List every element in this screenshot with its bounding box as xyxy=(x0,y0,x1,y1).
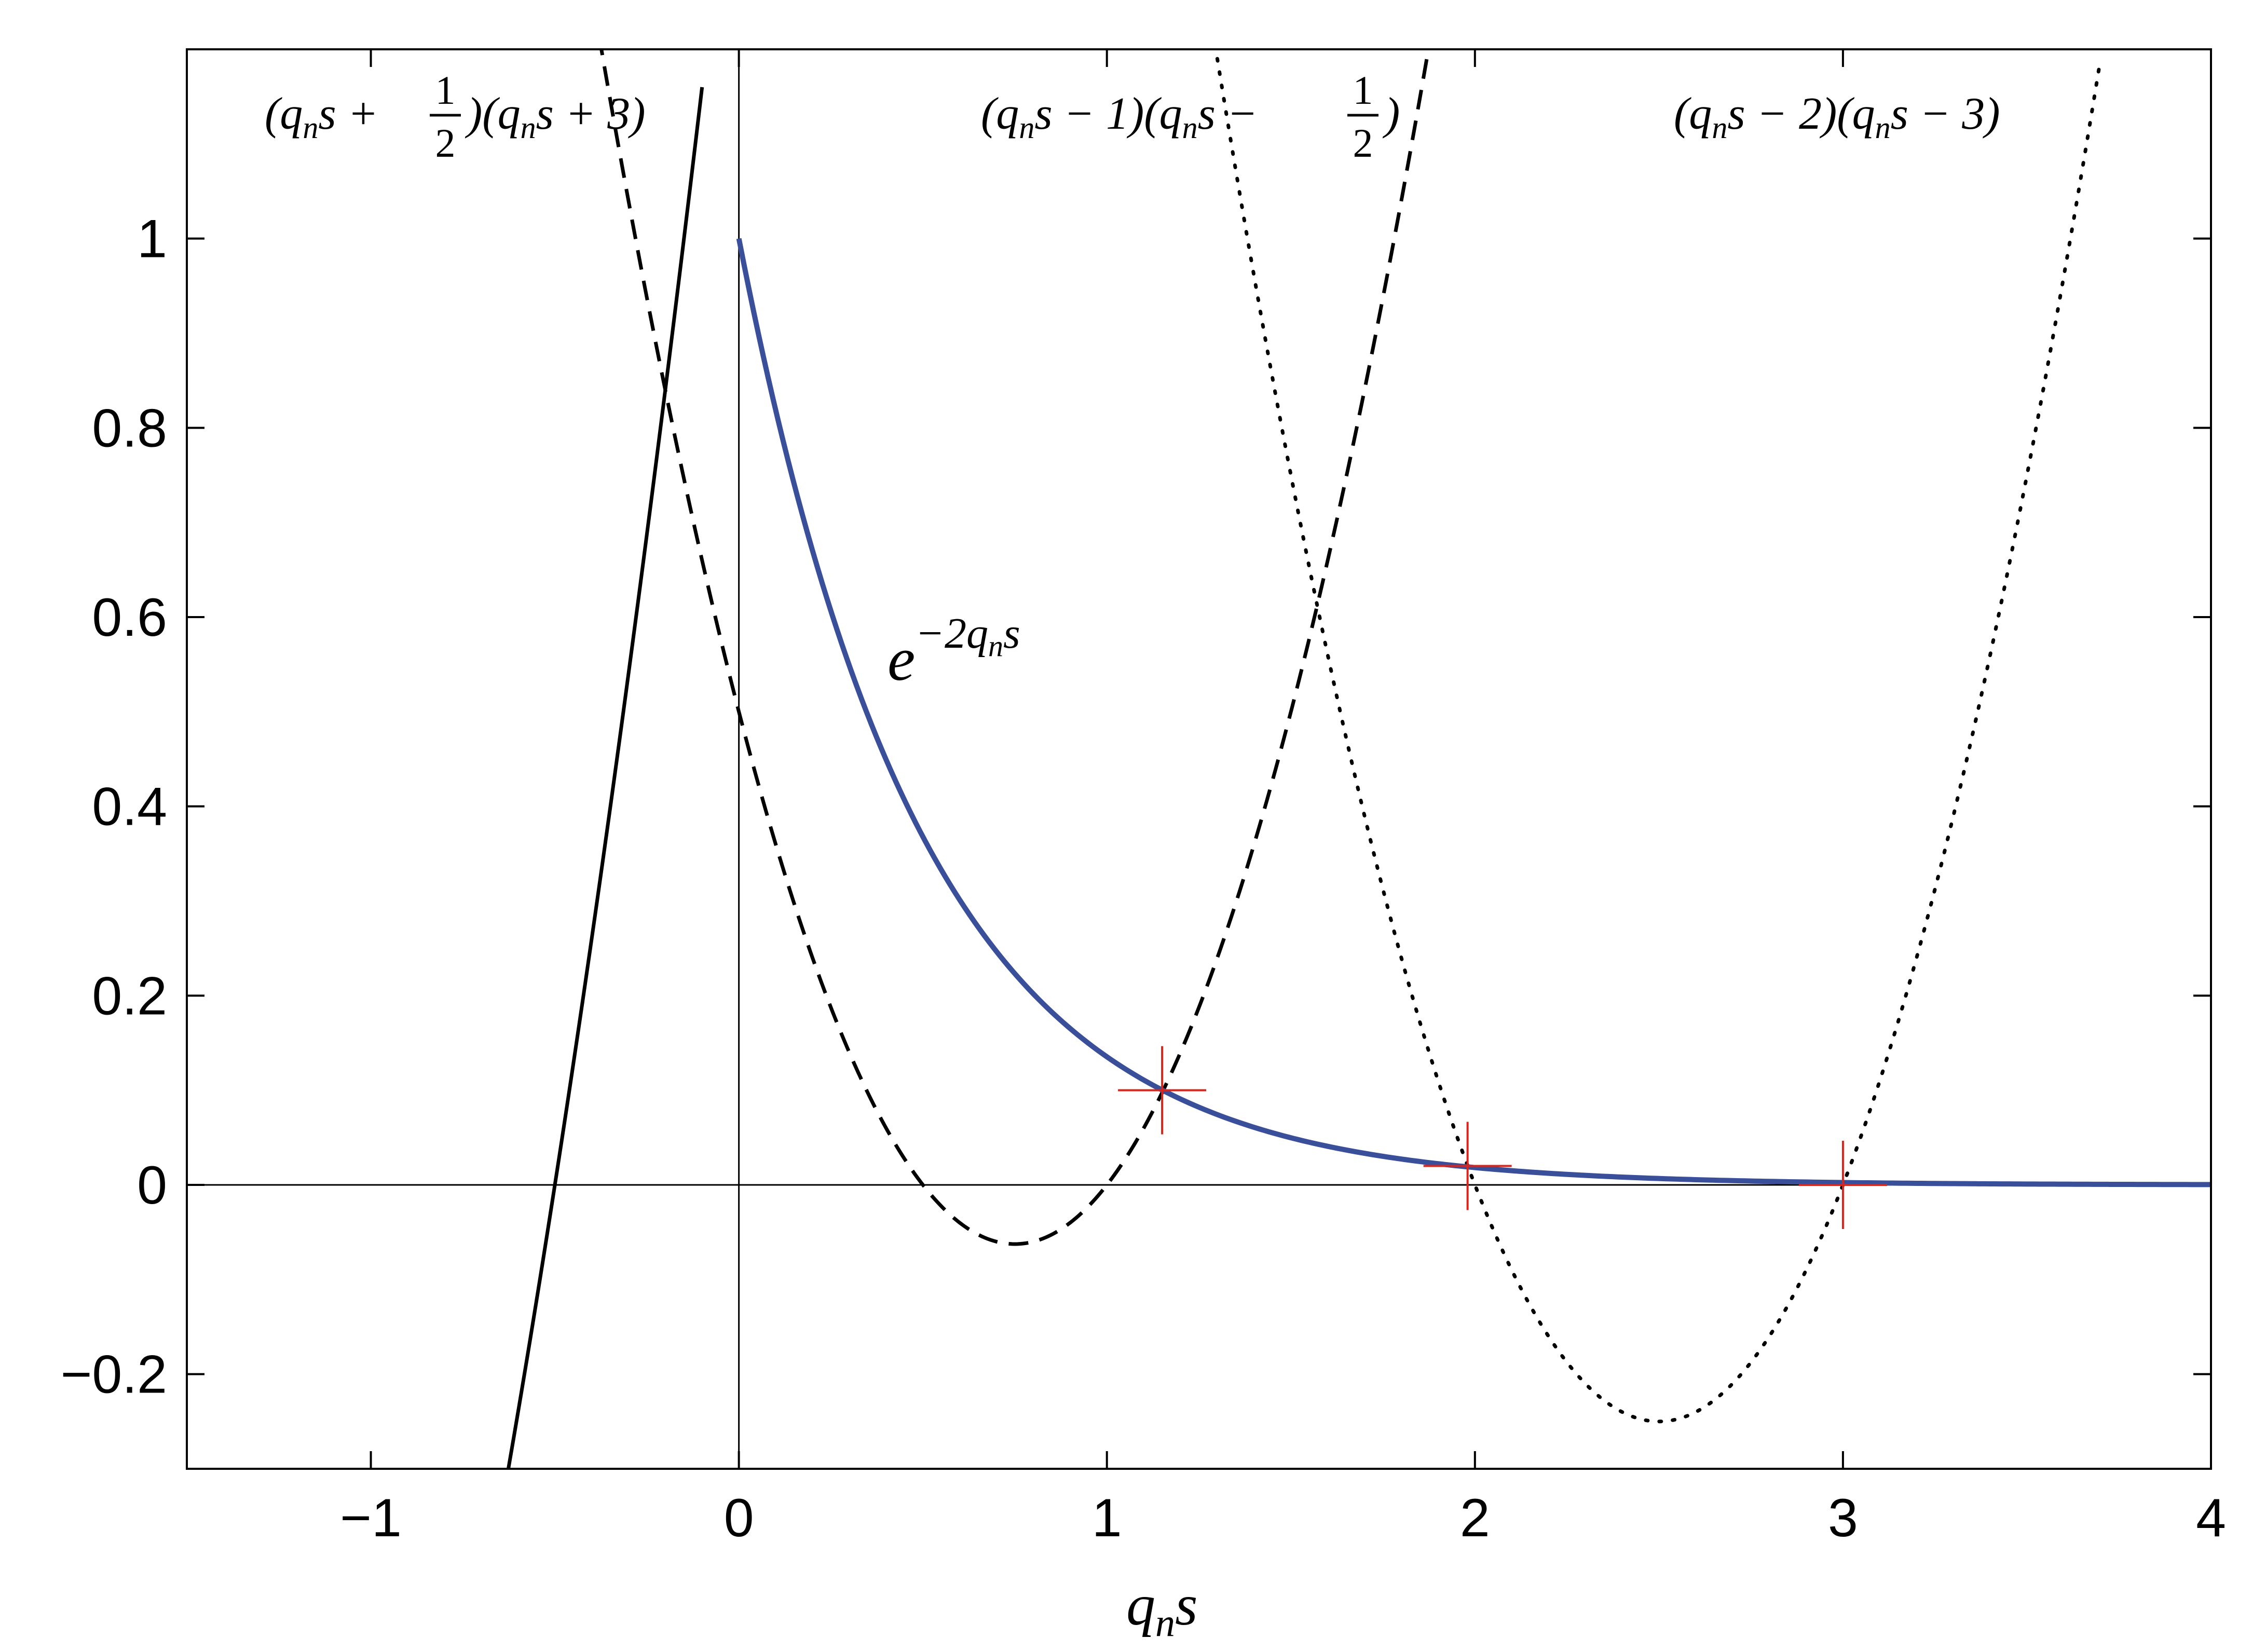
series-line-1 xyxy=(506,87,704,1469)
series-line-4 xyxy=(736,238,2211,1187)
y-tick-label: 0 xyxy=(137,1155,167,1216)
tick-labels: −1 0 1 2 3 4 −0.2 0 0.2 0.4 0.6 0.8 1 xyxy=(61,209,2226,1548)
plot-frame xyxy=(186,48,2212,1470)
x-tick-label: 4 xyxy=(2196,1488,2226,1548)
marker-layer xyxy=(1118,1046,1887,1229)
x-tick-label: −1 xyxy=(340,1488,402,1548)
svg-text:1: 1 xyxy=(435,67,456,113)
y-tick-label: 0.4 xyxy=(92,777,167,837)
y-tick-label: −0.2 xyxy=(61,1345,167,1405)
series-line-2 xyxy=(599,49,1430,1246)
svg-text:1: 1 xyxy=(1353,67,1373,113)
x-tick-label: 2 xyxy=(1460,1488,1490,1548)
svg-text:(qns − 2)(qns − 3): (qns − 2)(qns − 3) xyxy=(1674,89,2000,145)
x-tick-label: 1 xyxy=(1092,1488,1122,1548)
svg-text:(qns +: (qns + xyxy=(265,89,378,145)
y-tick-label: 0.8 xyxy=(92,398,167,458)
svg-text:): ) xyxy=(1382,89,1400,139)
series-line-3 xyxy=(1215,57,2103,1424)
annotation-curve-1: (qns + 1 2 )(qns + 3) xyxy=(265,67,646,166)
svg-text:2: 2 xyxy=(1353,120,1373,166)
svg-text:2: 2 xyxy=(435,120,456,166)
y-tick-label: 0.6 xyxy=(92,588,167,648)
series-layer xyxy=(506,49,2211,1469)
x-tick-label: 0 xyxy=(724,1488,754,1548)
svg-text:)(qns + 3): )(qns + 3) xyxy=(465,89,646,145)
annotation-curve-3: (qns − 2)(qns − 3) xyxy=(1674,89,2000,145)
y-tick-label: 0.2 xyxy=(92,966,167,1026)
x-tick-label: 3 xyxy=(1828,1488,1858,1548)
y-tick-label: 1 xyxy=(137,209,167,269)
